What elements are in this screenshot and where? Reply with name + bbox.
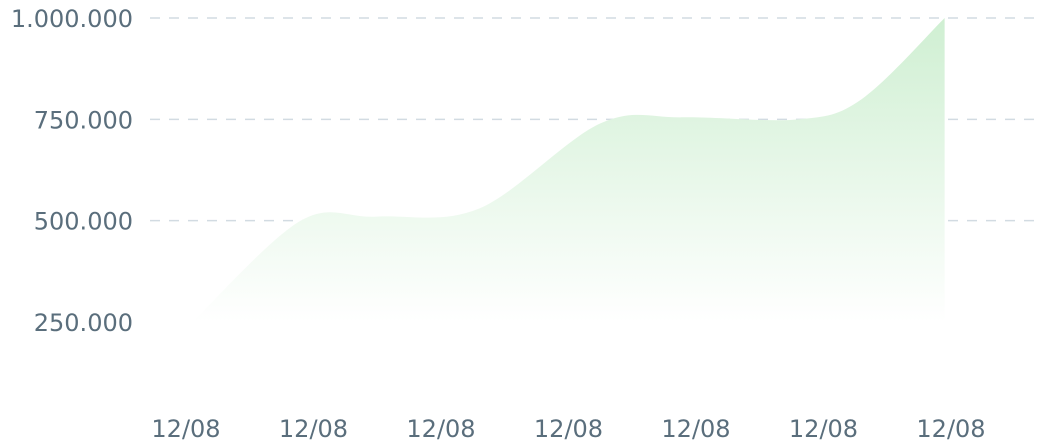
y-tick-label: 1.000.000 [11, 5, 133, 33]
x-tick-label: 12/08 [279, 415, 348, 443]
y-axis-ticks: 250.000 500.000 750.000 1.000.000 [11, 5, 133, 337]
y-tick-label: 750.000 [34, 106, 133, 134]
x-tick-label: 12/08 [916, 415, 985, 443]
x-axis-ticks: 12/08 12/08 12/08 12/08 12/08 12/08 12/08 [151, 415, 985, 443]
y-tick-label: 250.000 [34, 309, 133, 337]
area-fill [192, 18, 945, 322]
area-series [192, 18, 945, 322]
x-tick-label: 12/08 [661, 415, 730, 443]
x-tick-label: 12/08 [406, 415, 475, 443]
y-tick-label: 500.000 [34, 208, 133, 236]
x-tick-label: 12/08 [534, 415, 603, 443]
x-tick-label: 12/08 [151, 415, 220, 443]
x-tick-label: 12/08 [789, 415, 858, 443]
